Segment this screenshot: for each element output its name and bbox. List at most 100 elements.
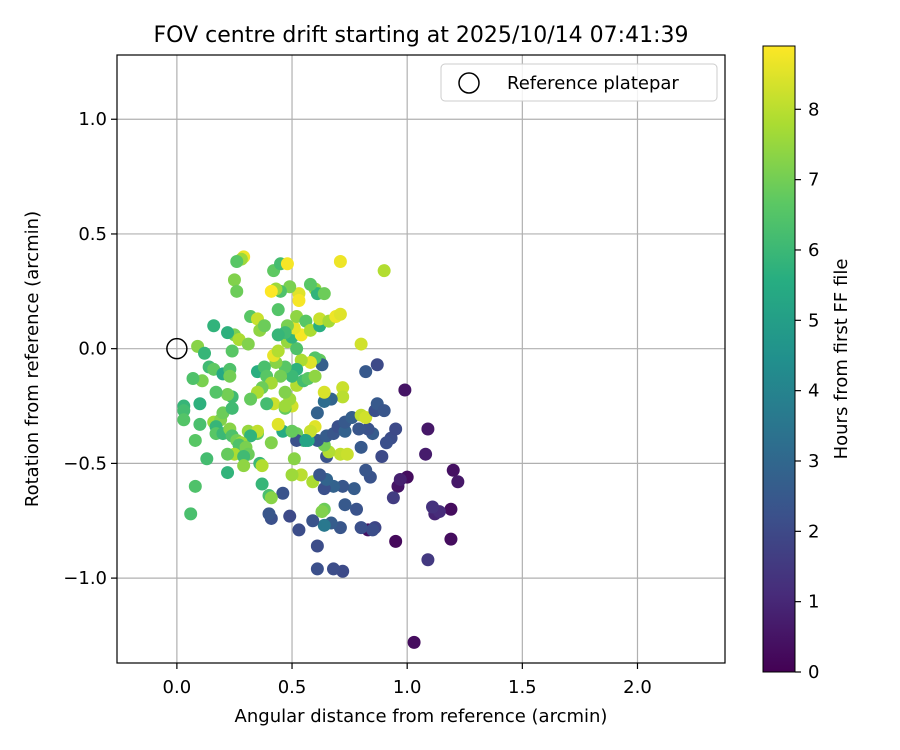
x-tick-label: 1.5 <box>508 677 537 698</box>
data-point <box>444 502 458 516</box>
data-point <box>244 392 258 406</box>
data-point <box>262 507 276 521</box>
x-tick-label: 0.5 <box>278 677 307 698</box>
data-point <box>294 468 308 482</box>
data-point <box>221 326 235 340</box>
colorbar-ticks: 0 1 2 3 4 5 6 7 8 <box>795 99 819 683</box>
data-point <box>260 397 274 411</box>
data-point <box>285 424 299 438</box>
x-axis-label: Angular distance from reference (arcmin) <box>235 706 608 727</box>
data-point <box>299 433 313 447</box>
data-point <box>377 404 391 418</box>
data-point <box>188 479 202 493</box>
data-point <box>221 466 235 480</box>
data-point <box>359 411 373 425</box>
data-point <box>419 447 433 461</box>
legend-marker <box>458 72 480 94</box>
data-point <box>361 422 375 436</box>
data-point <box>451 475 465 489</box>
data-point <box>276 486 290 500</box>
y-axis-label: Rotation from reference (arcmin) <box>22 211 43 507</box>
data-point <box>446 463 460 477</box>
data-point <box>278 385 292 399</box>
x-tick-label: 1.0 <box>393 677 422 698</box>
data-point <box>177 413 191 427</box>
y-tick-label: 1.0 <box>78 109 107 130</box>
data-point <box>370 358 384 372</box>
data-point <box>221 388 235 402</box>
colorbar-gradient <box>762 45 796 673</box>
data-point <box>336 390 350 404</box>
y-tick-label: 0.0 <box>78 339 107 360</box>
y-tick-label: −0.5 <box>63 453 107 474</box>
data-point <box>389 534 403 548</box>
legend: Reference platepar <box>440 63 718 102</box>
data-point <box>317 385 331 399</box>
data-point <box>389 422 403 436</box>
data-point <box>278 399 292 413</box>
data-point <box>336 381 350 395</box>
plot-frame <box>116 54 726 664</box>
grid <box>117 55 725 663</box>
colorbar-tick-label: 8 <box>808 99 819 120</box>
data-point <box>306 514 320 528</box>
data-point <box>407 635 421 649</box>
legend-box <box>440 63 718 102</box>
colorbar-tick-label: 3 <box>808 451 819 472</box>
data-point <box>193 417 207 431</box>
data-point <box>257 319 271 333</box>
data-point <box>377 264 391 278</box>
data-point <box>317 518 331 532</box>
data-point <box>303 277 317 291</box>
data-point <box>271 417 285 431</box>
data-point <box>354 440 368 454</box>
data-point <box>421 553 435 567</box>
data-point <box>237 450 251 464</box>
data-point <box>188 433 202 447</box>
data-point <box>200 452 214 466</box>
colorbar-tick-label: 1 <box>808 592 819 613</box>
data-point <box>350 502 364 516</box>
data-point <box>186 372 200 386</box>
data-point <box>338 498 352 512</box>
data-point <box>347 482 361 496</box>
data-point <box>359 365 373 379</box>
data-point <box>264 436 278 450</box>
y-tick-label: 0.5 <box>78 224 107 245</box>
x-axis: 0.0 0.5 1.0 1.5 2.0 <box>163 663 652 698</box>
data-point <box>354 521 368 535</box>
colorbar-tick-label: 6 <box>808 240 819 261</box>
colorbar: 0 1 2 3 4 5 6 7 8 Hours from first FF file <box>762 45 852 683</box>
colorbar-tick-label: 7 <box>808 170 819 191</box>
data-point <box>315 505 329 519</box>
data-point <box>326 562 340 576</box>
data-point <box>336 479 350 493</box>
data-point <box>333 254 347 268</box>
data-point <box>280 257 294 271</box>
data-point <box>366 523 380 537</box>
data-point <box>271 344 285 358</box>
data-point <box>274 369 288 383</box>
data-point <box>426 500 440 514</box>
data-point <box>198 346 212 360</box>
colorbar-label: Hours from first FF file <box>831 259 852 460</box>
data-point <box>292 293 306 307</box>
data-point <box>221 447 235 461</box>
data-point <box>264 284 278 298</box>
data-point <box>375 450 389 464</box>
data-point <box>225 344 239 358</box>
data-point <box>283 509 297 523</box>
data-point <box>338 424 352 438</box>
data-point <box>241 337 255 351</box>
data-point <box>271 303 285 317</box>
data-point <box>421 422 435 436</box>
chart-title: FOV centre drift starting at 2025/10/14 … <box>154 23 689 48</box>
data-point <box>209 385 223 399</box>
data-point <box>244 429 258 443</box>
data-point <box>225 401 239 415</box>
data-point <box>255 477 269 491</box>
data-point <box>379 436 393 450</box>
colorbar-tick-label: 0 <box>808 662 819 683</box>
data-point <box>310 406 324 420</box>
